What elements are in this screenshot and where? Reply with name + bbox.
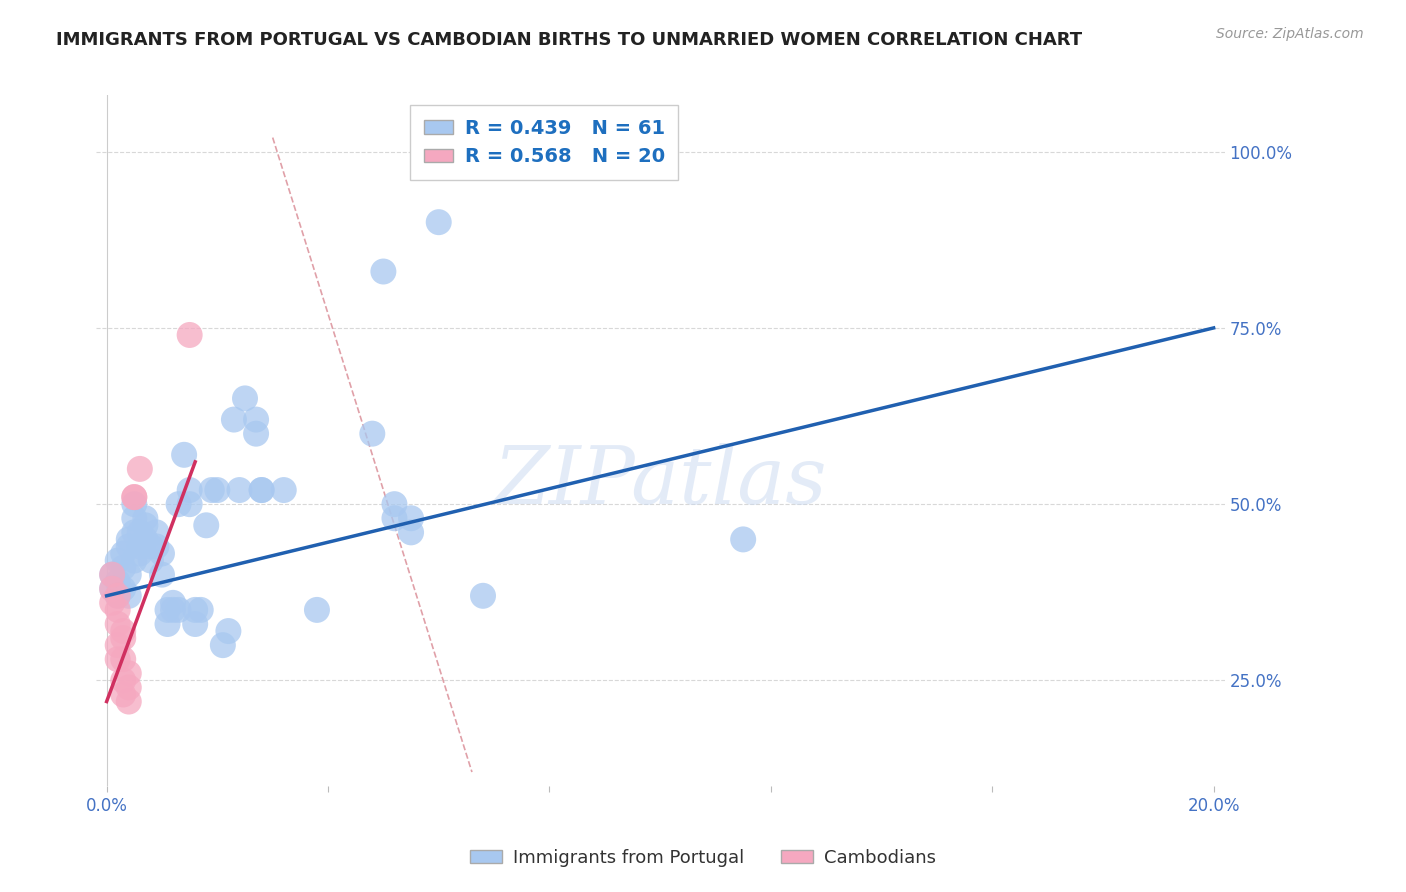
Text: IMMIGRANTS FROM PORTUGAL VS CAMBODIAN BIRTHS TO UNMARRIED WOMEN CORRELATION CHAR: IMMIGRANTS FROM PORTUGAL VS CAMBODIAN BI… bbox=[56, 31, 1083, 49]
Point bbox=[107, 553, 129, 567]
Point bbox=[361, 426, 384, 441]
Point bbox=[118, 681, 141, 695]
Point bbox=[305, 603, 328, 617]
Point bbox=[179, 328, 201, 343]
Point bbox=[173, 448, 195, 462]
Point bbox=[124, 511, 146, 525]
Point bbox=[184, 617, 207, 632]
Point bbox=[124, 490, 146, 504]
Point bbox=[217, 624, 239, 638]
Point bbox=[156, 617, 179, 632]
Point bbox=[212, 638, 235, 652]
Point bbox=[162, 603, 184, 617]
Text: ZIPatlas: ZIPatlas bbox=[494, 443, 827, 521]
Text: Source: ZipAtlas.com: Source: ZipAtlas.com bbox=[1216, 27, 1364, 41]
Point bbox=[179, 483, 201, 497]
Point bbox=[107, 638, 129, 652]
Point bbox=[150, 567, 173, 582]
Point bbox=[118, 589, 141, 603]
Point bbox=[112, 582, 135, 596]
Point bbox=[118, 694, 141, 708]
Point bbox=[134, 511, 156, 525]
Point bbox=[107, 589, 129, 603]
Point bbox=[112, 547, 135, 561]
Point bbox=[184, 603, 207, 617]
Point bbox=[112, 688, 135, 702]
Point bbox=[124, 525, 146, 540]
Point bbox=[107, 574, 129, 589]
Point bbox=[112, 624, 135, 638]
Point bbox=[124, 553, 146, 567]
Point bbox=[112, 652, 135, 666]
Point bbox=[118, 540, 141, 554]
Point bbox=[207, 483, 229, 497]
Point bbox=[250, 483, 273, 497]
Point bbox=[384, 511, 406, 525]
Point bbox=[273, 483, 295, 497]
Point bbox=[167, 603, 190, 617]
Point bbox=[134, 518, 156, 533]
Point bbox=[233, 392, 256, 406]
Point bbox=[162, 596, 184, 610]
Point bbox=[107, 603, 129, 617]
Point bbox=[245, 412, 267, 426]
Point bbox=[128, 462, 150, 476]
Point bbox=[427, 215, 450, 229]
Point bbox=[134, 533, 156, 547]
Point bbox=[399, 525, 422, 540]
Point bbox=[145, 540, 167, 554]
Point bbox=[145, 525, 167, 540]
Point bbox=[167, 497, 190, 511]
Point bbox=[107, 652, 129, 666]
Point bbox=[190, 603, 212, 617]
Point bbox=[228, 483, 250, 497]
Point bbox=[101, 567, 124, 582]
Point bbox=[128, 547, 150, 561]
Point bbox=[124, 490, 146, 504]
Point bbox=[101, 567, 124, 582]
Point bbox=[150, 547, 173, 561]
Point bbox=[128, 540, 150, 554]
Point bbox=[195, 518, 218, 533]
Point bbox=[384, 497, 406, 511]
Point bbox=[112, 673, 135, 688]
Point bbox=[179, 497, 201, 511]
Point bbox=[107, 589, 129, 603]
Point bbox=[107, 617, 129, 632]
Point bbox=[472, 589, 495, 603]
Point bbox=[101, 596, 124, 610]
Point bbox=[373, 264, 395, 278]
Point bbox=[201, 483, 224, 497]
Point bbox=[139, 540, 162, 554]
Point bbox=[222, 412, 245, 426]
Point bbox=[250, 483, 273, 497]
Point bbox=[118, 567, 141, 582]
Point bbox=[124, 497, 146, 511]
Point bbox=[101, 582, 124, 596]
Point bbox=[101, 582, 124, 596]
Point bbox=[118, 666, 141, 681]
Point bbox=[118, 533, 141, 547]
Point bbox=[112, 560, 135, 574]
Point bbox=[128, 525, 150, 540]
Point bbox=[245, 426, 267, 441]
Point bbox=[112, 631, 135, 645]
Point bbox=[733, 533, 755, 547]
Legend: Immigrants from Portugal, Cambodians: Immigrants from Portugal, Cambodians bbox=[463, 842, 943, 874]
Legend: R = 0.439   N = 61, R = 0.568   N = 20: R = 0.439 N = 61, R = 0.568 N = 20 bbox=[411, 105, 678, 180]
Point bbox=[156, 603, 179, 617]
Point bbox=[399, 511, 422, 525]
Point bbox=[139, 553, 162, 567]
